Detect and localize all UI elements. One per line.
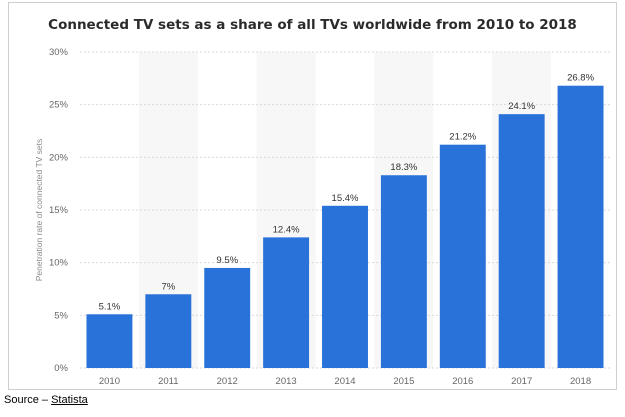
y-tick-label: 30% [49,47,69,58]
x-tick-label-2014: 2014 [334,376,355,387]
bar-2011 [145,294,192,368]
x-tick-label-2013: 2013 [276,376,297,387]
y-axis-label: Penetration rate of connected TV sets [34,139,44,282]
data-label-2012: 9.5% [216,255,238,266]
chart-title: Connected TV sets as a share of all TVs … [48,17,577,33]
y-tick-label: 25% [49,100,69,111]
bar-2018 [557,85,604,368]
y-tick-label: 0% [54,363,68,374]
source-prefix: Source – [4,394,52,406]
bar-2010 [86,314,133,368]
x-tick-label-2018: 2018 [570,376,591,387]
data-label-2010: 5.1% [99,301,121,312]
data-label-2018: 26.8% [567,73,594,84]
data-label-2013: 12.4% [273,224,300,235]
x-tick-label-2012: 2012 [217,376,238,387]
x-tick-label-2016: 2016 [452,376,473,387]
data-label-2017: 24.1% [508,101,535,112]
data-label-2014: 15.4% [332,193,359,204]
y-tick-label: 20% [49,152,69,163]
y-tick-label: 5% [54,310,68,321]
bar-2014 [322,205,368,368]
bar-2012 [204,267,251,368]
y-tick-label: 15% [49,205,69,216]
x-tick-label-2010: 2010 [99,376,120,387]
x-tick-label-2011: 2011 [158,376,178,387]
x-tick-label-2015: 2015 [393,376,414,387]
source-line: Source – Statista [4,394,88,406]
bar-2015 [380,175,427,368]
bar-2013 [263,237,310,368]
bar-2017 [498,114,545,368]
x-tick-label-2017: 2017 [511,376,532,387]
data-label-2015: 18.3% [390,162,417,173]
data-label-2011: 7% [161,281,175,292]
bar-2016 [439,144,486,368]
y-tick-label: 10% [49,258,69,269]
data-label-2016: 21.2% [449,132,476,143]
source-link[interactable]: Statista [51,394,88,406]
